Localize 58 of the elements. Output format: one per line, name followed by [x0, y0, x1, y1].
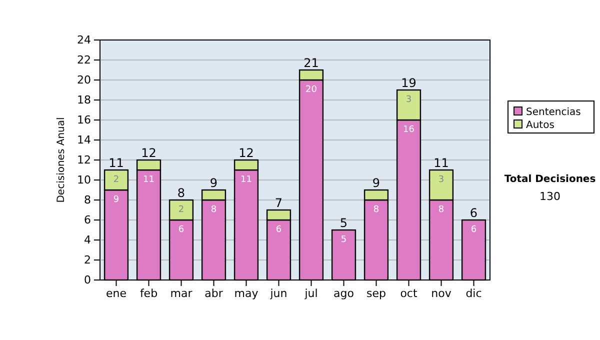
total-label: 7	[274, 196, 283, 210]
y-tick-label: 24	[77, 34, 91, 47]
y-tick-label: 14	[77, 134, 91, 147]
data-label: 3	[438, 175, 444, 185]
x-tick-label: abr	[204, 286, 224, 300]
data-label: 2	[113, 175, 120, 185]
x-tick-label: feb	[140, 286, 158, 300]
legend-label: Autos	[526, 120, 554, 131]
x-tick-label: oct	[400, 286, 418, 300]
data-label: 3	[406, 95, 412, 105]
y-tick-label: 16	[77, 114, 91, 127]
y-tick-label: 18	[77, 94, 91, 107]
x-tick-label: ene	[106, 286, 127, 300]
y-tick-label: 20	[77, 74, 91, 87]
y-axis-title: Decisiones Anual	[56, 117, 67, 203]
data-label: 9	[113, 195, 120, 205]
x-tick-label: jul	[304, 286, 318, 300]
total-label: 11	[434, 156, 449, 170]
data-label: 6	[470, 225, 477, 235]
total-label: 11	[108, 156, 124, 170]
y-tick-label: 8	[84, 194, 91, 207]
data-label: 5	[340, 235, 347, 245]
data-label: 8	[438, 205, 444, 215]
data-label: 8	[373, 205, 380, 215]
data-label: 11	[143, 175, 154, 185]
total-label: 12	[141, 146, 156, 160]
total-label: 9	[372, 176, 380, 190]
y-tick-label: 2	[84, 254, 91, 267]
x-tick-label: may	[234, 286, 259, 300]
data-label: 2	[178, 205, 184, 215]
data-label: 6	[178, 225, 184, 235]
x-tick-label: sep	[366, 286, 386, 300]
legend-label: Sentencias	[526, 107, 581, 118]
y-tick-label: 6	[84, 214, 91, 227]
x-tick-label: nov	[431, 286, 452, 300]
y-tick-label: 22	[77, 54, 91, 67]
total-label: 6	[470, 206, 478, 220]
data-label: 8	[210, 205, 217, 215]
total-label: 8	[177, 186, 186, 200]
text: 130	[540, 190, 560, 203]
y-tick-label: 12	[77, 154, 91, 167]
total-label: 12	[238, 146, 254, 160]
x-tick-label: dic	[466, 286, 482, 300]
data-label: 16	[403, 125, 415, 135]
total-label: 21	[304, 56, 319, 70]
y-tick-label: 10	[77, 174, 91, 187]
x-tick-label: ago	[334, 286, 354, 300]
y-tick-label: 0	[84, 274, 91, 287]
x-tick-label: jun	[269, 286, 288, 300]
x-tick-label: mar	[170, 286, 193, 300]
data-label: 6	[276, 225, 282, 235]
data-label: 11	[240, 175, 252, 185]
text: Total Decisiones	[504, 174, 596, 185]
y-tick-label: 4	[84, 234, 91, 247]
total-label: 9	[210, 176, 218, 190]
total-label: 5	[340, 216, 348, 230]
data-label: 20	[306, 85, 318, 95]
total-label: 19	[401, 76, 416, 90]
